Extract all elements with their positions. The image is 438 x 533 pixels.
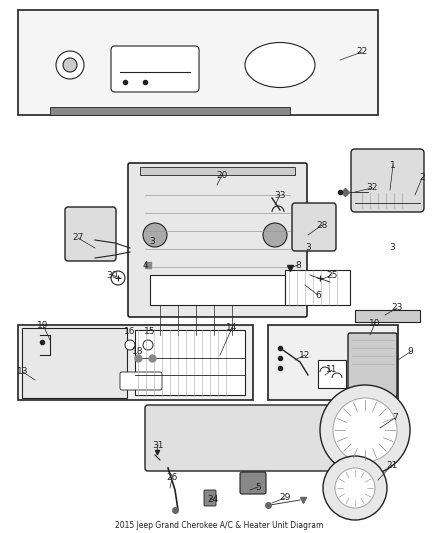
Text: 14: 14 [226, 324, 238, 333]
Text: 2: 2 [419, 174, 425, 182]
Text: 11: 11 [326, 366, 338, 375]
Circle shape [320, 385, 410, 475]
Text: 19: 19 [37, 320, 49, 329]
FancyBboxPatch shape [128, 163, 307, 317]
Circle shape [323, 456, 387, 520]
Text: 28: 28 [316, 221, 328, 230]
Circle shape [263, 223, 287, 247]
Text: 26: 26 [166, 473, 178, 482]
FancyBboxPatch shape [292, 203, 336, 251]
Text: 22: 22 [357, 47, 367, 56]
FancyBboxPatch shape [351, 149, 424, 212]
Text: 2015 Jeep Grand Cherokee A/C & Heater Unit Diagram: 2015 Jeep Grand Cherokee A/C & Heater Un… [115, 521, 323, 529]
Text: 24: 24 [207, 496, 219, 505]
Text: 31: 31 [152, 440, 164, 449]
FancyBboxPatch shape [65, 207, 116, 261]
Text: 8: 8 [295, 261, 301, 270]
Bar [22, 328, 127, 398]
FancyBboxPatch shape [348, 333, 397, 397]
Circle shape [143, 340, 153, 350]
Circle shape [56, 51, 84, 79]
Bar [140, 167, 295, 175]
Text: 29: 29 [279, 494, 291, 503]
Bar [355, 310, 420, 322]
Circle shape [111, 271, 125, 285]
Bar [318, 360, 346, 388]
Circle shape [63, 58, 77, 72]
Circle shape [143, 223, 167, 247]
Text: 30: 30 [106, 271, 118, 279]
Text: 10: 10 [369, 319, 381, 327]
Text: 18: 18 [132, 348, 144, 357]
Text: 3: 3 [389, 244, 395, 253]
Bar [135, 330, 245, 395]
Text: 6: 6 [315, 290, 321, 300]
Bar [18, 325, 253, 400]
FancyBboxPatch shape [240, 472, 266, 494]
Text: 3: 3 [305, 244, 311, 253]
Text: 32: 32 [366, 183, 378, 192]
Text: 16: 16 [124, 327, 136, 336]
Bar [268, 325, 398, 400]
Text: 7: 7 [392, 414, 398, 423]
Bar [150, 275, 285, 305]
FancyBboxPatch shape [204, 490, 216, 506]
Text: 21: 21 [386, 461, 398, 470]
Circle shape [335, 468, 375, 508]
Text: 23: 23 [391, 303, 403, 312]
Circle shape [125, 340, 135, 350]
Text: 20: 20 [216, 171, 228, 180]
Bar [50, 107, 290, 115]
Text: 25: 25 [326, 271, 338, 279]
FancyBboxPatch shape [120, 372, 162, 390]
Circle shape [333, 398, 397, 462]
Text: 27: 27 [72, 233, 84, 243]
Text: 5: 5 [255, 482, 261, 491]
Text: 4: 4 [142, 261, 148, 270]
Text: 9: 9 [407, 348, 413, 357]
Ellipse shape [245, 43, 315, 87]
Bar [285, 270, 350, 305]
Bar [18, 10, 378, 115]
FancyBboxPatch shape [145, 405, 351, 471]
FancyBboxPatch shape [111, 46, 199, 92]
Text: 15: 15 [144, 327, 156, 336]
Text: 33: 33 [274, 190, 286, 199]
Text: 3: 3 [149, 238, 155, 246]
Text: 12: 12 [299, 351, 311, 359]
Text: 13: 13 [17, 367, 29, 376]
Text: 1: 1 [390, 160, 396, 169]
